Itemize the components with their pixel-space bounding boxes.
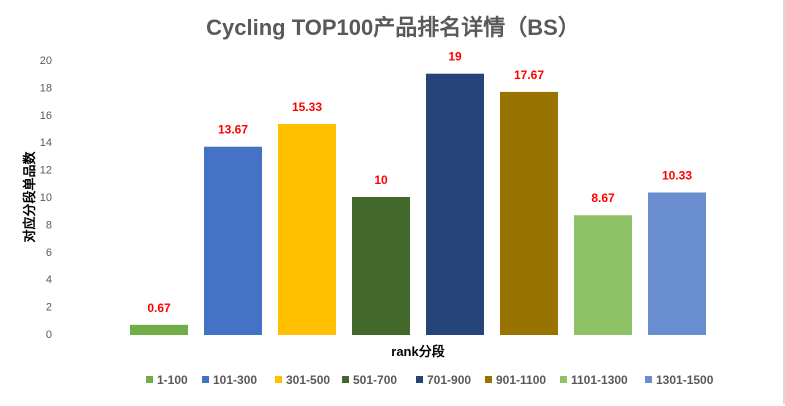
legend-item: 101-300 <box>202 373 257 387</box>
legend-item: 1-100 <box>146 373 188 387</box>
legend-swatch <box>560 376 567 383</box>
y-tick-label: 20 <box>40 55 52 67</box>
bar-1-100 <box>130 324 188 335</box>
legend-label: 901-1100 <box>496 373 546 387</box>
legend-item: 501-700 <box>342 373 397 387</box>
y-axis-ticks: 0 2 4 6 8 10 12 14 16 18 20 <box>40 55 52 341</box>
legend-item: 1101-1300 <box>560 373 628 387</box>
y-tick-label: 14 <box>40 137 52 149</box>
y-tick-label: 12 <box>40 165 52 177</box>
legend-label: 101-300 <box>213 373 257 387</box>
data-label: 15.33 <box>292 100 322 114</box>
y-tick-label: 2 <box>46 302 52 314</box>
legend-swatch <box>485 376 492 383</box>
legend-item: 901-1100 <box>485 373 546 387</box>
legend-label: 701-900 <box>427 373 471 387</box>
bar-901-1100 <box>500 91 558 336</box>
legend-item: 1301-1500 <box>645 373 714 387</box>
bar-1101-1300 <box>574 215 632 335</box>
chart-title: Cycling TOP100产品排名详情（BS） <box>206 15 580 40</box>
bar-701-900 <box>426 73 484 335</box>
y-tick-label: 6 <box>46 247 52 259</box>
data-label: 8.67 <box>591 191 615 205</box>
y-tick-label: 8 <box>46 219 52 231</box>
y-axis-label: 对应分段单品数 <box>22 151 37 243</box>
y-tick-label: 16 <box>40 110 52 122</box>
data-label: 10.33 <box>662 168 692 182</box>
legend-swatch <box>202 376 209 383</box>
bar-101-300 <box>204 146 262 335</box>
x-axis-label: rank分段 <box>391 344 444 359</box>
data-label: 13.67 <box>218 123 248 137</box>
data-label: 17.67 <box>514 68 544 82</box>
legend-label: 301-500 <box>286 373 330 387</box>
legend-swatch <box>645 376 652 383</box>
bar-501-700 <box>352 197 410 335</box>
y-tick-label: 0 <box>46 329 52 341</box>
y-tick-label: 4 <box>46 274 52 286</box>
data-label: 10 <box>374 173 388 187</box>
y-tick-label: 10 <box>40 192 52 204</box>
bar-301-500 <box>278 123 336 335</box>
legend-swatch <box>146 376 153 383</box>
legend-swatch <box>416 376 423 383</box>
legend: 1-100 101-300 301-500 501-700 701-900 901-110… <box>146 373 714 387</box>
legend-item: 701-900 <box>416 373 471 387</box>
legend-swatch <box>275 376 282 383</box>
bar-1301-1500 <box>648 192 706 335</box>
bars <box>130 73 706 336</box>
legend-label: 1-100 <box>157 373 188 387</box>
legend-label: 501-700 <box>353 373 397 387</box>
legend-item: 301-500 <box>275 373 330 387</box>
legend-swatch <box>342 376 349 383</box>
legend-label: 1101-1300 <box>571 373 628 387</box>
legend-label: 1301-1500 <box>656 373 714 387</box>
data-label: 0.67 <box>147 301 171 315</box>
data-label: 19 <box>448 50 462 64</box>
y-tick-label: 18 <box>40 82 52 94</box>
data-labels: 0.67 13.67 15.33 10 19 17.67 8.67 10.33 <box>147 50 692 315</box>
